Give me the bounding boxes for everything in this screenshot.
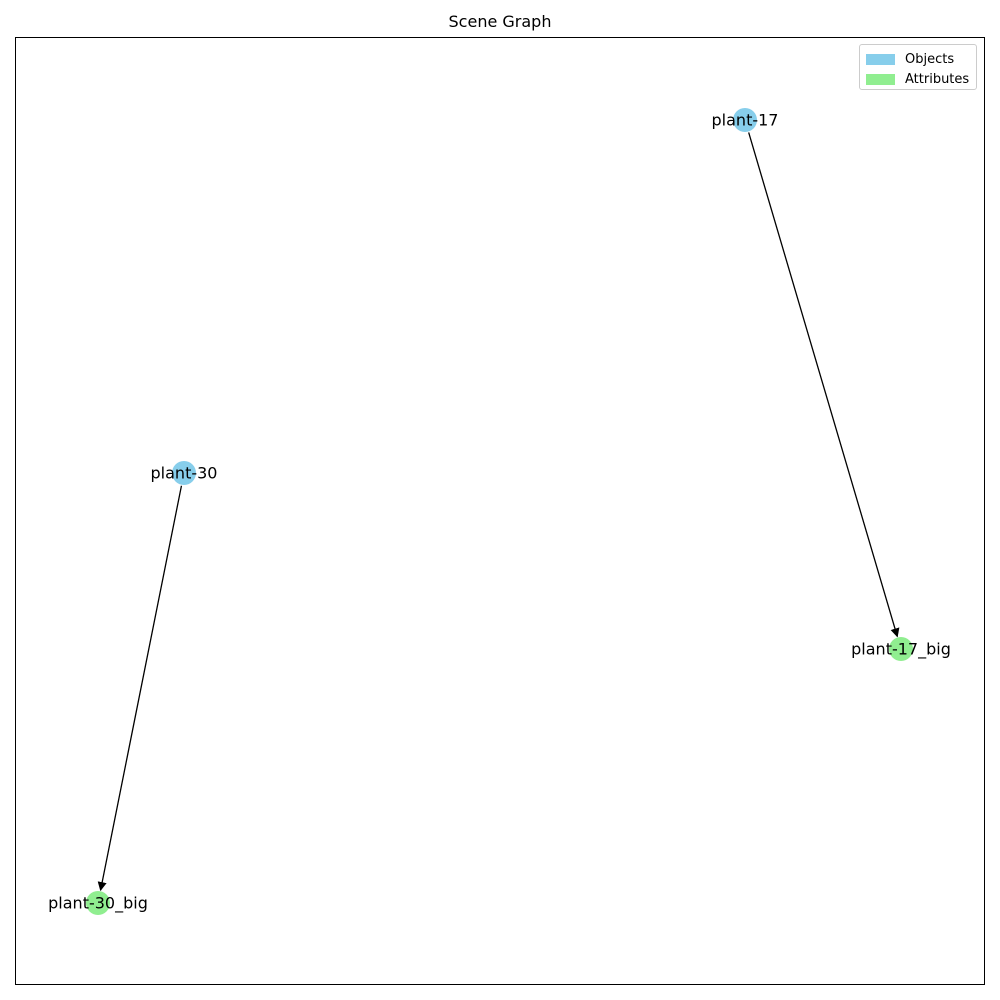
node-plant-30 [172, 461, 196, 485]
legend-label-objects: Objects [905, 51, 955, 67]
edge-plant-30-to-plant-30_big [97, 485, 183, 892]
node-plant-17_big [889, 637, 913, 661]
legend-swatch-attributes [866, 73, 895, 85]
plot-frame [15, 37, 985, 985]
node-plant-30_big [86, 891, 110, 915]
edges-layer [97, 132, 900, 892]
legend-swatch-objects [866, 53, 895, 65]
node-plant-17 [733, 108, 757, 132]
legend: Objects Attributes [859, 44, 977, 90]
legend-entry-objects: Objects [866, 49, 970, 69]
labels-layer: plant-17 plant-17_big plant-30 plant-30_big [48, 111, 951, 914]
node-label-plant-17: plant-17 [712, 111, 779, 130]
node-label-plant-30: plant-30 [151, 464, 218, 483]
nodes-layer [86, 108, 913, 915]
legend-entry-attributes: Attributes [866, 69, 970, 89]
node-label-plant-17_big: plant-17_big [851, 640, 951, 660]
legend-label-attributes: Attributes [905, 71, 970, 87]
graph-title: Scene Graph [448, 12, 552, 31]
edge-plant-17-to-plant-17_big [748, 132, 900, 638]
node-label-plant-30_big: plant-30_big [48, 894, 148, 914]
